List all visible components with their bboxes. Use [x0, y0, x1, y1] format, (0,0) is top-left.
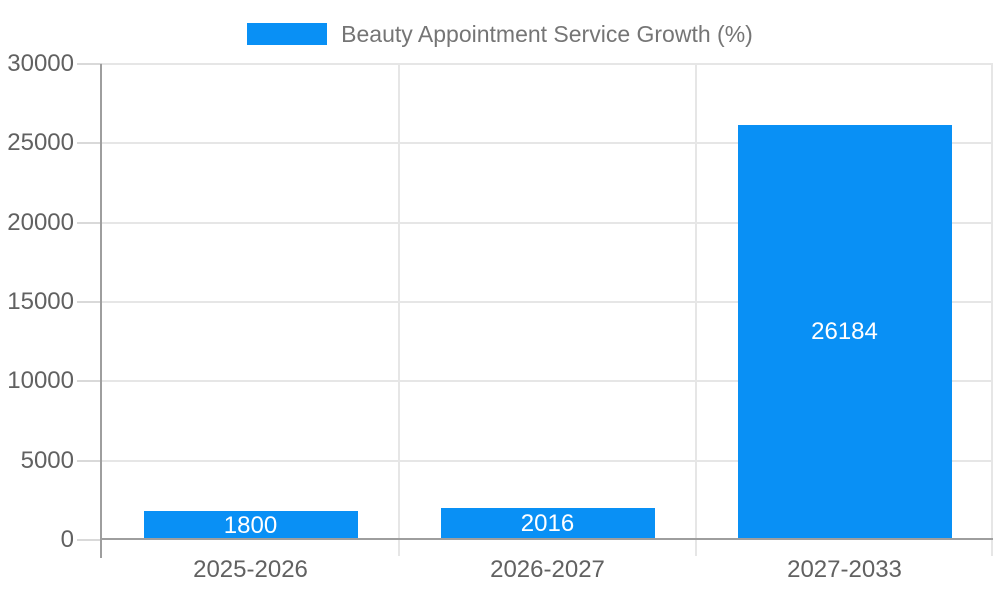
plot-area: 0 5000 10000 15000 20000 25000 30000 1800 2025-2…: [7, 50, 993, 583]
x-axis-label-2026-2027: 2026-2027: [490, 556, 605, 583]
gridline-20000: [102, 221, 993, 224]
x-axis-line: [102, 538, 993, 540]
y-axis-tick-label: 0: [60, 526, 74, 553]
gridline-25000: [102, 142, 993, 145]
bar-value-label: 2016: [520, 510, 575, 537]
legend: Beauty Appointment Service Growth (%): [0, 20, 1000, 48]
category-separator: [398, 64, 400, 556]
y-axis-tick: [77, 380, 102, 383]
y-axis-tick: [77, 301, 102, 303]
gridline-10000: [102, 380, 993, 383]
y-axis-tick: [77, 539, 102, 541]
y-axis-tick: [77, 221, 102, 224]
gridline-15000: [102, 301, 993, 303]
y-axis-tick-label: 30000: [7, 50, 74, 77]
y-axis-tick-label: 15000: [7, 288, 74, 315]
plot-right-border: [991, 64, 993, 556]
bar-value-label: 26184: [811, 318, 878, 346]
x-axis-label-2027-2033: 2027-2033: [787, 556, 902, 583]
y-axis-tick-label: 5000: [20, 446, 74, 474]
bar-2025-2026[interactable]: 1800: [143, 511, 358, 540]
legend-label: Beauty Appointment Service Growth (%): [341, 20, 753, 47]
legend-swatch: [247, 23, 328, 45]
category-separator: [695, 64, 697, 556]
y-axis-tick: [77, 142, 102, 145]
y-axis-tick: [77, 63, 102, 65]
y-axis-tick-label: 20000: [7, 208, 74, 236]
bar-2027-2033[interactable]: 26184: [737, 124, 952, 540]
bar-value-label: 1800: [223, 511, 278, 539]
y-axis-tick-label: 25000: [7, 129, 74, 157]
y-axis-tick-label: 10000: [7, 367, 74, 395]
y-axis-line: [100, 64, 102, 558]
gridline-30000: [102, 63, 993, 65]
x-axis-label-2025-2026: 2025-2026: [193, 556, 308, 583]
legend-item[interactable]: Beauty Appointment Service Growth (%): [247, 21, 753, 48]
gridline-5000: [102, 459, 993, 462]
y-axis-tick: [77, 459, 102, 462]
bar-2026-2027[interactable]: 2016: [440, 508, 655, 540]
